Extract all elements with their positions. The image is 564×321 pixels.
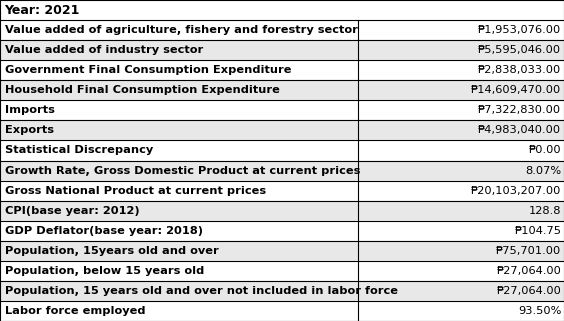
Bar <box>0 40 564 60</box>
Text: Growth Rate, Gross Domestic Product at current prices: Growth Rate, Gross Domestic Product at c… <box>5 166 360 176</box>
Text: Value added of agriculture, fishery and forestry sector: Value added of agriculture, fishery and … <box>5 25 358 35</box>
Text: Population, 15 years old and over not included in labor force: Population, 15 years old and over not in… <box>5 286 398 296</box>
Text: Exports: Exports <box>5 126 54 135</box>
Text: Government Final Consumption Expenditure: Government Final Consumption Expenditure <box>5 65 291 75</box>
Text: ₱2,838,033.00: ₱2,838,033.00 <box>478 65 561 75</box>
Bar <box>0 120 564 141</box>
Text: CPI(base year: 2012): CPI(base year: 2012) <box>5 206 139 216</box>
Text: ₱104.75: ₱104.75 <box>514 226 561 236</box>
Bar <box>0 20 564 40</box>
Bar <box>0 301 564 321</box>
Text: GDP Deflator(base year: 2018): GDP Deflator(base year: 2018) <box>5 226 202 236</box>
Text: Statistical Discrepancy: Statistical Discrepancy <box>5 145 153 155</box>
Text: ₱27,064.00: ₱27,064.00 <box>496 266 561 276</box>
Text: Household Final Consumption Expenditure: Household Final Consumption Expenditure <box>5 85 279 95</box>
Text: Population, below 15 years old: Population, below 15 years old <box>5 266 204 276</box>
Text: 8.07%: 8.07% <box>525 166 561 176</box>
Text: ₱7,322,830.00: ₱7,322,830.00 <box>478 105 561 115</box>
Bar <box>0 60 564 80</box>
Bar <box>0 141 564 160</box>
Text: ₱5,595,046.00: ₱5,595,046.00 <box>478 45 561 55</box>
Text: Value added of industry sector: Value added of industry sector <box>5 45 203 55</box>
Text: ₱0.00: ₱0.00 <box>528 145 561 155</box>
Bar <box>0 281 564 301</box>
Bar <box>0 100 564 120</box>
Text: 93.50%: 93.50% <box>518 306 561 316</box>
Bar <box>0 160 564 180</box>
Text: ₱75,701.00: ₱75,701.00 <box>496 246 561 256</box>
Bar <box>0 201 564 221</box>
Text: Year: 2021: Year: 2021 <box>5 4 80 16</box>
Text: ₱1,953,076.00: ₱1,953,076.00 <box>478 25 561 35</box>
Bar <box>0 261 564 281</box>
Bar <box>0 80 564 100</box>
Bar <box>0 180 564 201</box>
Bar <box>0 0 564 20</box>
Text: Gross National Product at current prices: Gross National Product at current prices <box>5 186 266 195</box>
Text: 128.8: 128.8 <box>528 206 561 216</box>
Text: ₱27,064.00: ₱27,064.00 <box>496 286 561 296</box>
Text: Imports: Imports <box>5 105 54 115</box>
Text: Labor force employed: Labor force employed <box>5 306 145 316</box>
Text: Population, 15years old and over: Population, 15years old and over <box>5 246 218 256</box>
Bar <box>0 241 564 261</box>
Text: ₱20,103,207.00: ₱20,103,207.00 <box>471 186 561 195</box>
Text: ₱14,609,470.00: ₱14,609,470.00 <box>471 85 561 95</box>
Text: ₱4,983,040.00: ₱4,983,040.00 <box>478 126 561 135</box>
Bar <box>0 221 564 241</box>
